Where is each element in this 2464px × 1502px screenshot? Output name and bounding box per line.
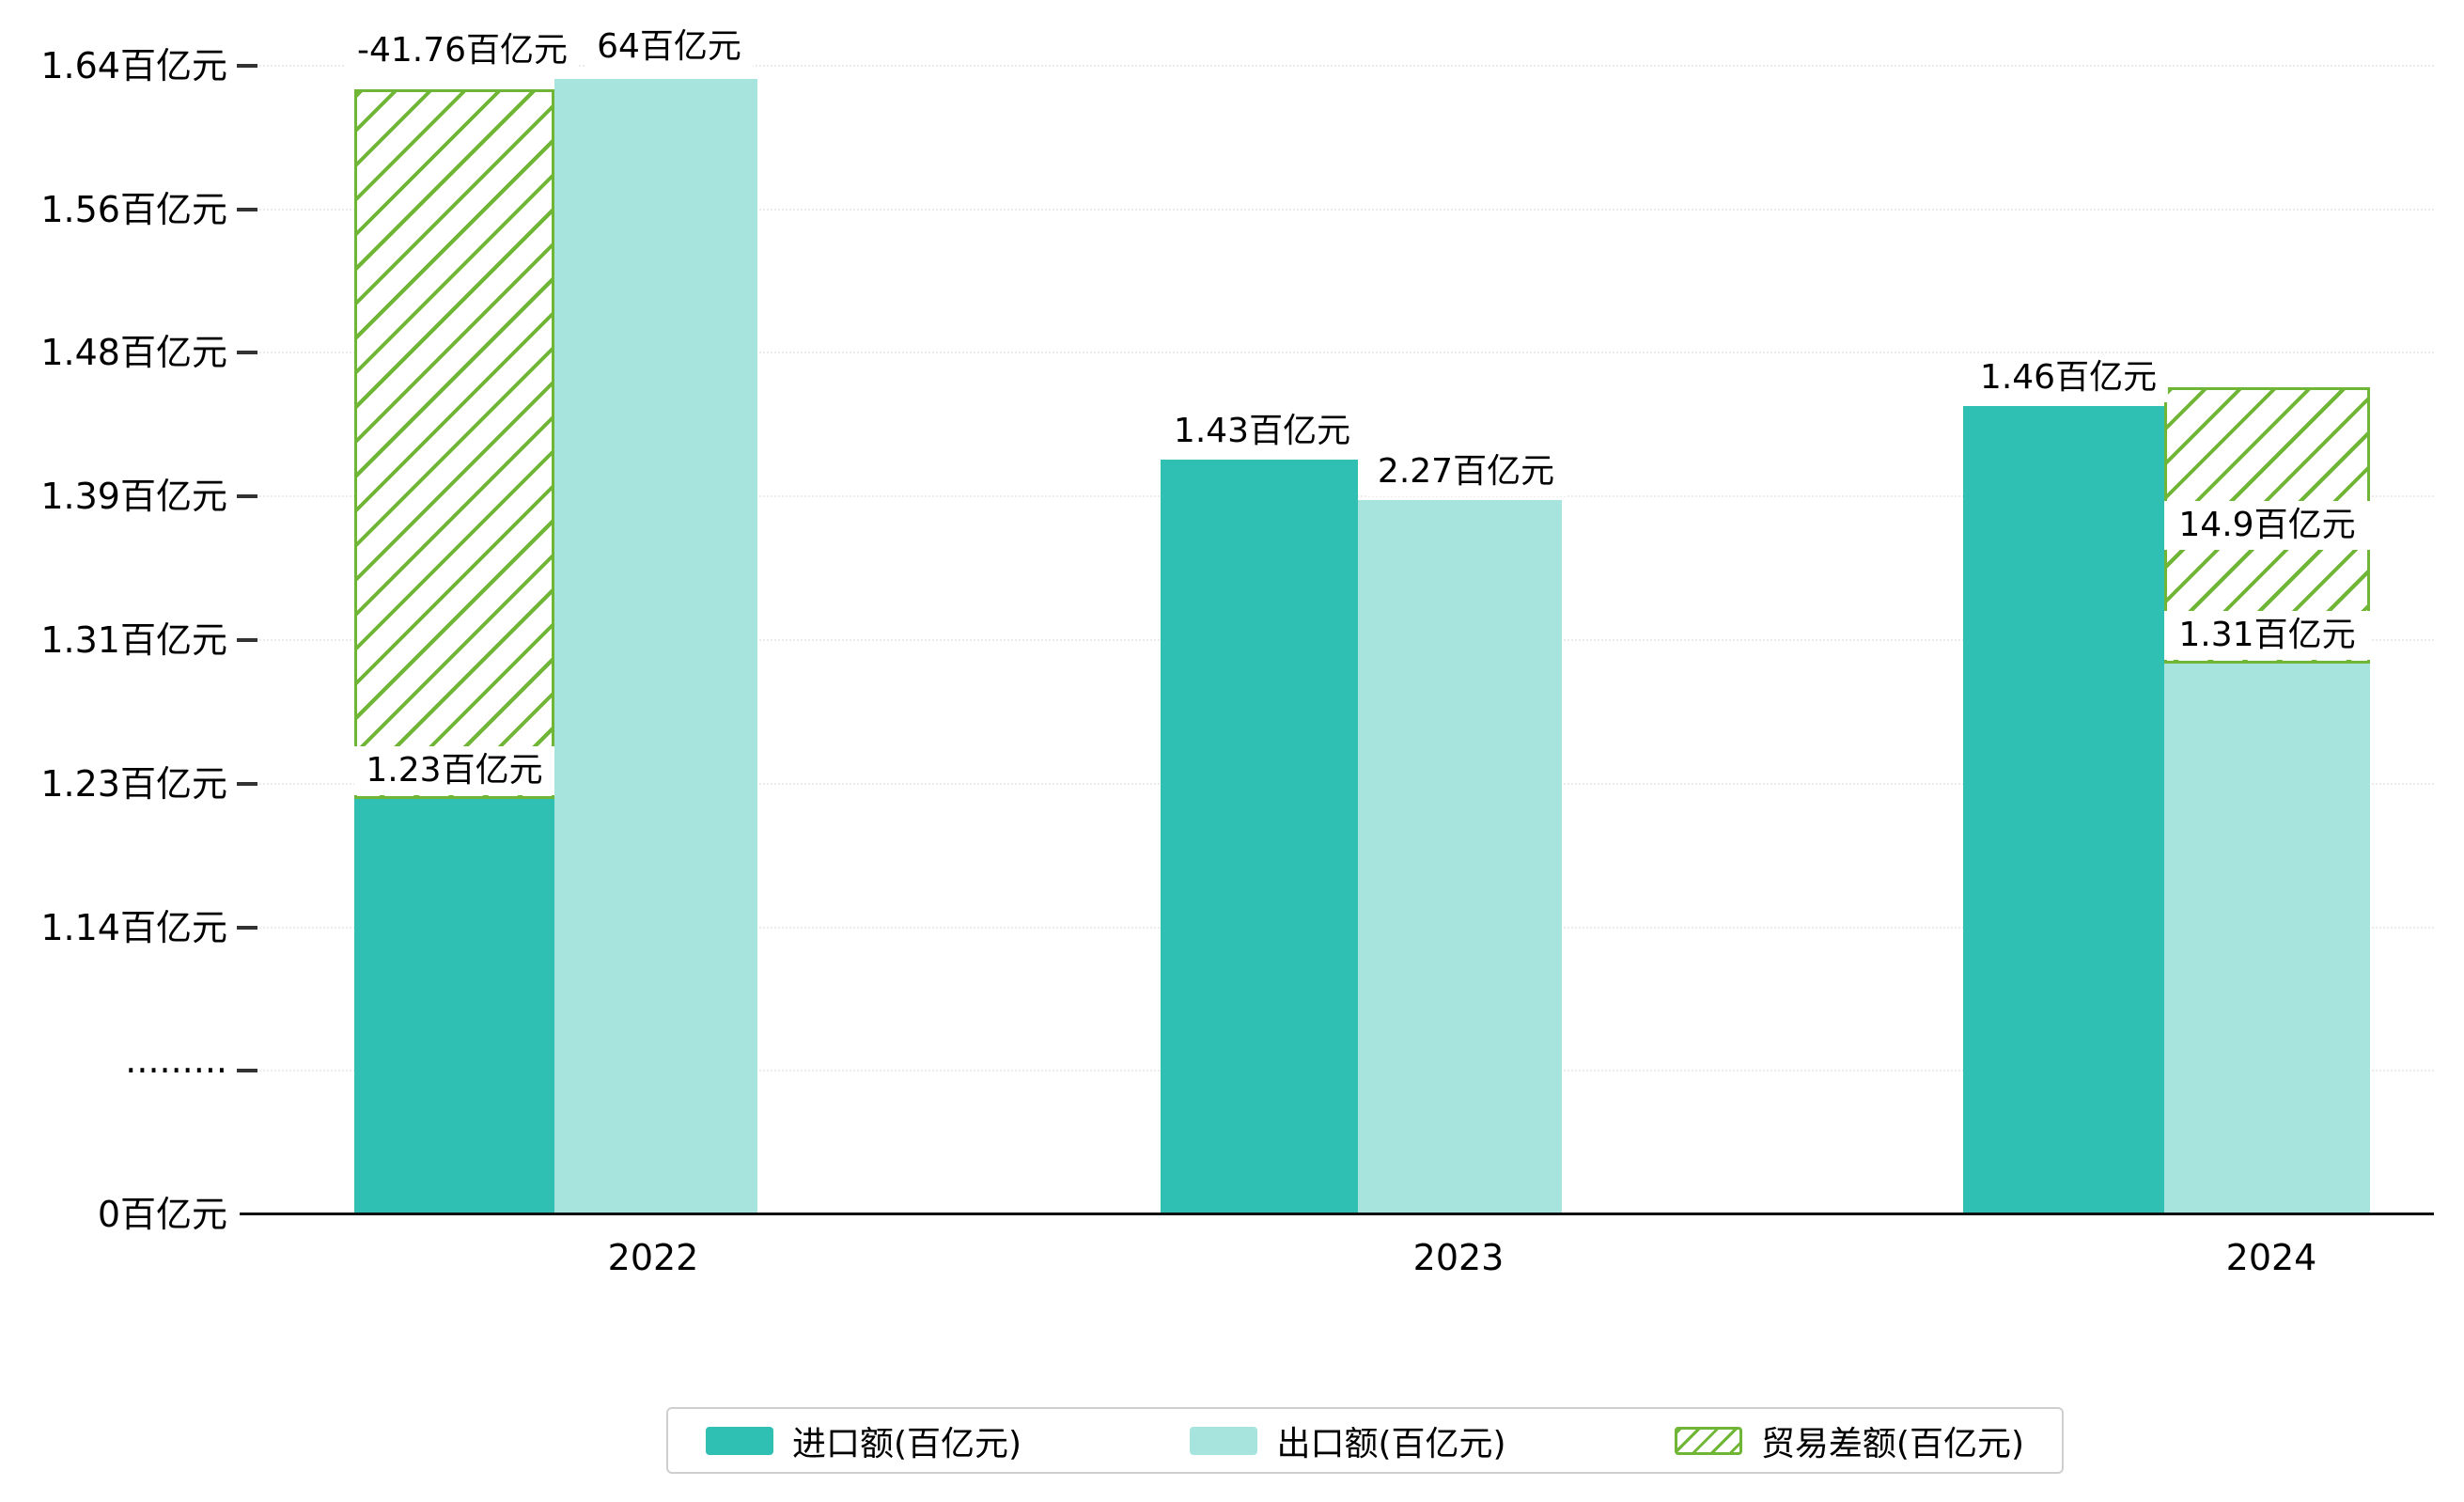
y-axis-tick-label: 1.14百亿元 (40, 907, 227, 948)
bar-export-2023[interactable] (1358, 500, 1562, 1214)
legend-item-trade-balance[interactable]: 贸易差额(百亿元) (1674, 1416, 2024, 1465)
y-axis-tick-label: 0百亿元 (97, 1194, 227, 1235)
legend-label-import: 进口额(百亿元) (792, 1424, 1022, 1463)
legend-label-export: 出口额(百亿元) (1276, 1424, 1506, 1463)
y-axis-tick-label: 1.56百亿元 (40, 189, 227, 230)
bar-export-2022[interactable] (554, 79, 757, 1214)
bar-import-2022[interactable] (354, 799, 554, 1214)
gridline (240, 65, 2434, 67)
legend-marker-import-icon (706, 1426, 773, 1455)
y-axis-tick-mark (237, 351, 257, 354)
bar-import-2024[interactable] (1963, 406, 2164, 1214)
data-label-export-2023: 2.27百亿元 (1365, 447, 1567, 496)
x-axis-label-2022: 2022 (607, 1237, 699, 1278)
y-axis-tick-label: 1.48百亿元 (40, 332, 227, 373)
x-axis-label-2024: 2024 (2225, 1237, 2317, 1278)
legend-item-export[interactable]: 出口额(百亿元) (1190, 1416, 1506, 1465)
data-label-export-2024: 1.31百亿元 (2164, 611, 2370, 660)
x-axis-label-2023: 2023 (1412, 1237, 1505, 1278)
bar-import-2023[interactable] (1161, 460, 1358, 1214)
legend-item-import[interactable]: 进口额(百亿元) (706, 1416, 1021, 1465)
data-label-trade-balance-2022: -41.76百亿元 (345, 26, 580, 75)
y-axis-tick-label: 1.64百亿元 (40, 45, 227, 86)
legend: 进口额(百亿元) 出口额(百亿元) 贸易差额(百亿元) (666, 1407, 2064, 1474)
data-label-export-2022: 64百亿元 (585, 23, 753, 71)
legend-marker-trade-balance-icon (1674, 1426, 1742, 1455)
y-axis-tick-label: 1.31百亿元 (40, 619, 227, 661)
legend-marker-export-icon (1190, 1426, 1258, 1455)
y-axis-tick-mark (237, 782, 257, 786)
gridline (240, 209, 2434, 211)
y-axis-tick-mark (237, 1069, 257, 1072)
data-label-import-2024: 1.46百亿元 (1968, 353, 2169, 402)
bar-trade-balance-2022[interactable] (354, 89, 554, 799)
data-label-trade-balance-2024: 14.9百亿元 (2164, 501, 2370, 550)
gridline (240, 352, 2434, 353)
y-axis-tick-mark (237, 208, 257, 211)
y-axis-tick-label: 1.39百亿元 (40, 476, 227, 517)
legend-label-trade-balance: 贸易差额(百亿元) (1760, 1424, 2024, 1463)
y-axis-tick-mark (237, 64, 257, 68)
x-axis-line (240, 1213, 2434, 1215)
y-axis-tick-label: 1.23百亿元 (40, 763, 227, 805)
data-label-import-2023: 1.43百亿元 (1162, 407, 1363, 456)
y-axis-break-label: ········· (125, 1050, 227, 1091)
y-axis-tick-mark (237, 926, 257, 930)
y-axis-tick-mark (237, 494, 257, 498)
data-label-import-2022: 1.23百亿元 (354, 746, 554, 795)
bar-export-2024[interactable] (2164, 664, 2370, 1214)
y-axis-tick-mark (237, 638, 257, 642)
